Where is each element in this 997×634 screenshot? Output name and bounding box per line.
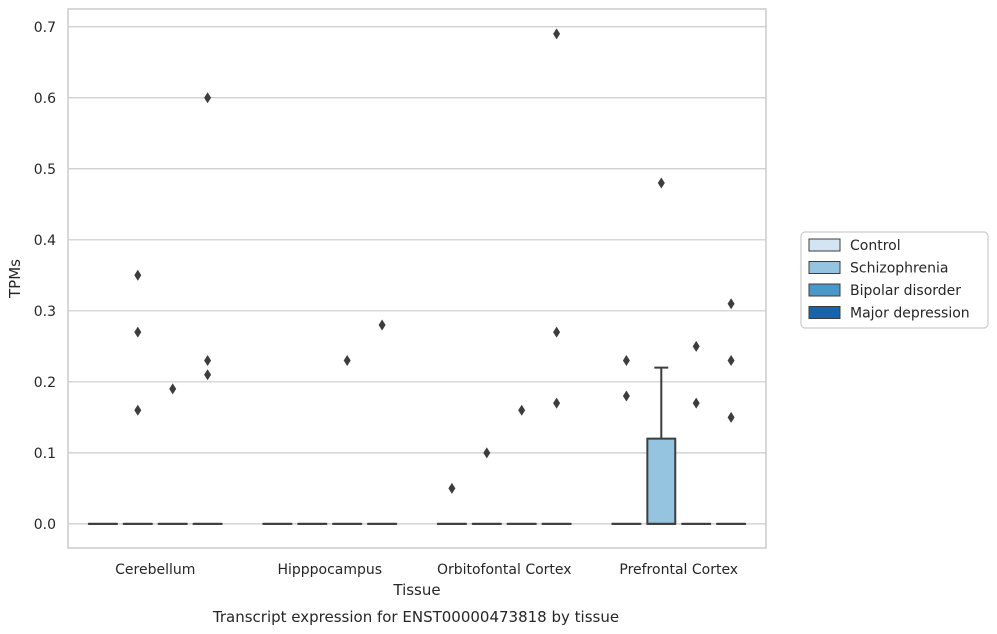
plot-frame <box>67 8 767 549</box>
box-body <box>646 437 677 525</box>
outlier-point <box>727 411 735 423</box>
legend-frame <box>800 231 989 329</box>
y-tick-label: 0.3 <box>34 304 56 320</box>
y-tick-label: 0.2 <box>34 375 56 391</box>
outlier-point <box>553 326 561 338</box>
outlier-point <box>134 269 142 281</box>
legend-entry: Bipolar disorder <box>850 283 961 299</box>
legend-swatch <box>808 261 841 274</box>
outlier-point <box>622 390 630 402</box>
x-axis-label: Tissue <box>392 581 440 599</box>
box-schizophrenia <box>646 366 677 525</box>
x-tick-label: Prefrontal Cortex <box>619 562 738 578</box>
outlier-point <box>657 177 665 189</box>
gridlines <box>68 26 766 525</box>
outlier-point <box>553 397 561 409</box>
outlier-points <box>134 28 735 494</box>
legend-entry: Schizophrenia <box>850 261 948 277</box>
figure-caption: Transcript expression for ENST0000047381… <box>212 608 619 626</box>
outlier-point <box>343 355 351 367</box>
outlier-point <box>622 355 630 367</box>
x-tick-labels: Cerebellum Hipppocampus Orbitofontal Corte… <box>115 562 738 578</box>
outlier-point <box>692 340 700 352</box>
outlier-point <box>134 404 142 416</box>
y-axis-label: TPMs <box>6 259 24 299</box>
box-series <box>87 366 747 525</box>
outlier-point <box>727 355 735 367</box>
outlier-point <box>204 355 212 367</box>
legend-swatch <box>808 306 841 319</box>
x-tick-label: Orbitofontal Cortex <box>437 562 572 578</box>
outlier-point <box>448 482 456 494</box>
y-tick-label: 0.5 <box>34 162 56 178</box>
outlier-point <box>553 28 561 40</box>
legend-swatch <box>808 238 841 252</box>
x-tick-label: Hipppocampus <box>277 562 382 578</box>
legend-swatch <box>808 283 841 297</box>
legend-entry: Control <box>850 238 901 254</box>
outlier-point <box>518 404 526 416</box>
y-tick-label: 0.1 <box>34 446 56 462</box>
y-tick-label: 0.7 <box>34 20 56 36</box>
outlier-point <box>483 447 491 459</box>
y-tick-label: 0.4 <box>34 233 56 249</box>
y-tick-label: 0.6 <box>34 91 56 107</box>
y-tick-labels: 0.0 0.1 0.2 0.3 0.4 0.5 0.6 0.7 <box>34 20 56 533</box>
outlier-point <box>169 383 177 395</box>
outlier-point <box>727 298 735 310</box>
outlier-point <box>378 319 386 331</box>
outlier-point <box>692 397 700 409</box>
legend: Control Schizophrenia Bipolar disorder Majo… <box>800 231 989 329</box>
legend-entry: Major depression <box>850 306 970 322</box>
outlier-point <box>204 369 212 381</box>
x-tick-label: Cerebellum <box>115 562 195 578</box>
y-tick-label: 0.0 <box>34 517 56 533</box>
outlier-point <box>204 92 212 104</box>
outlier-point <box>134 326 142 338</box>
